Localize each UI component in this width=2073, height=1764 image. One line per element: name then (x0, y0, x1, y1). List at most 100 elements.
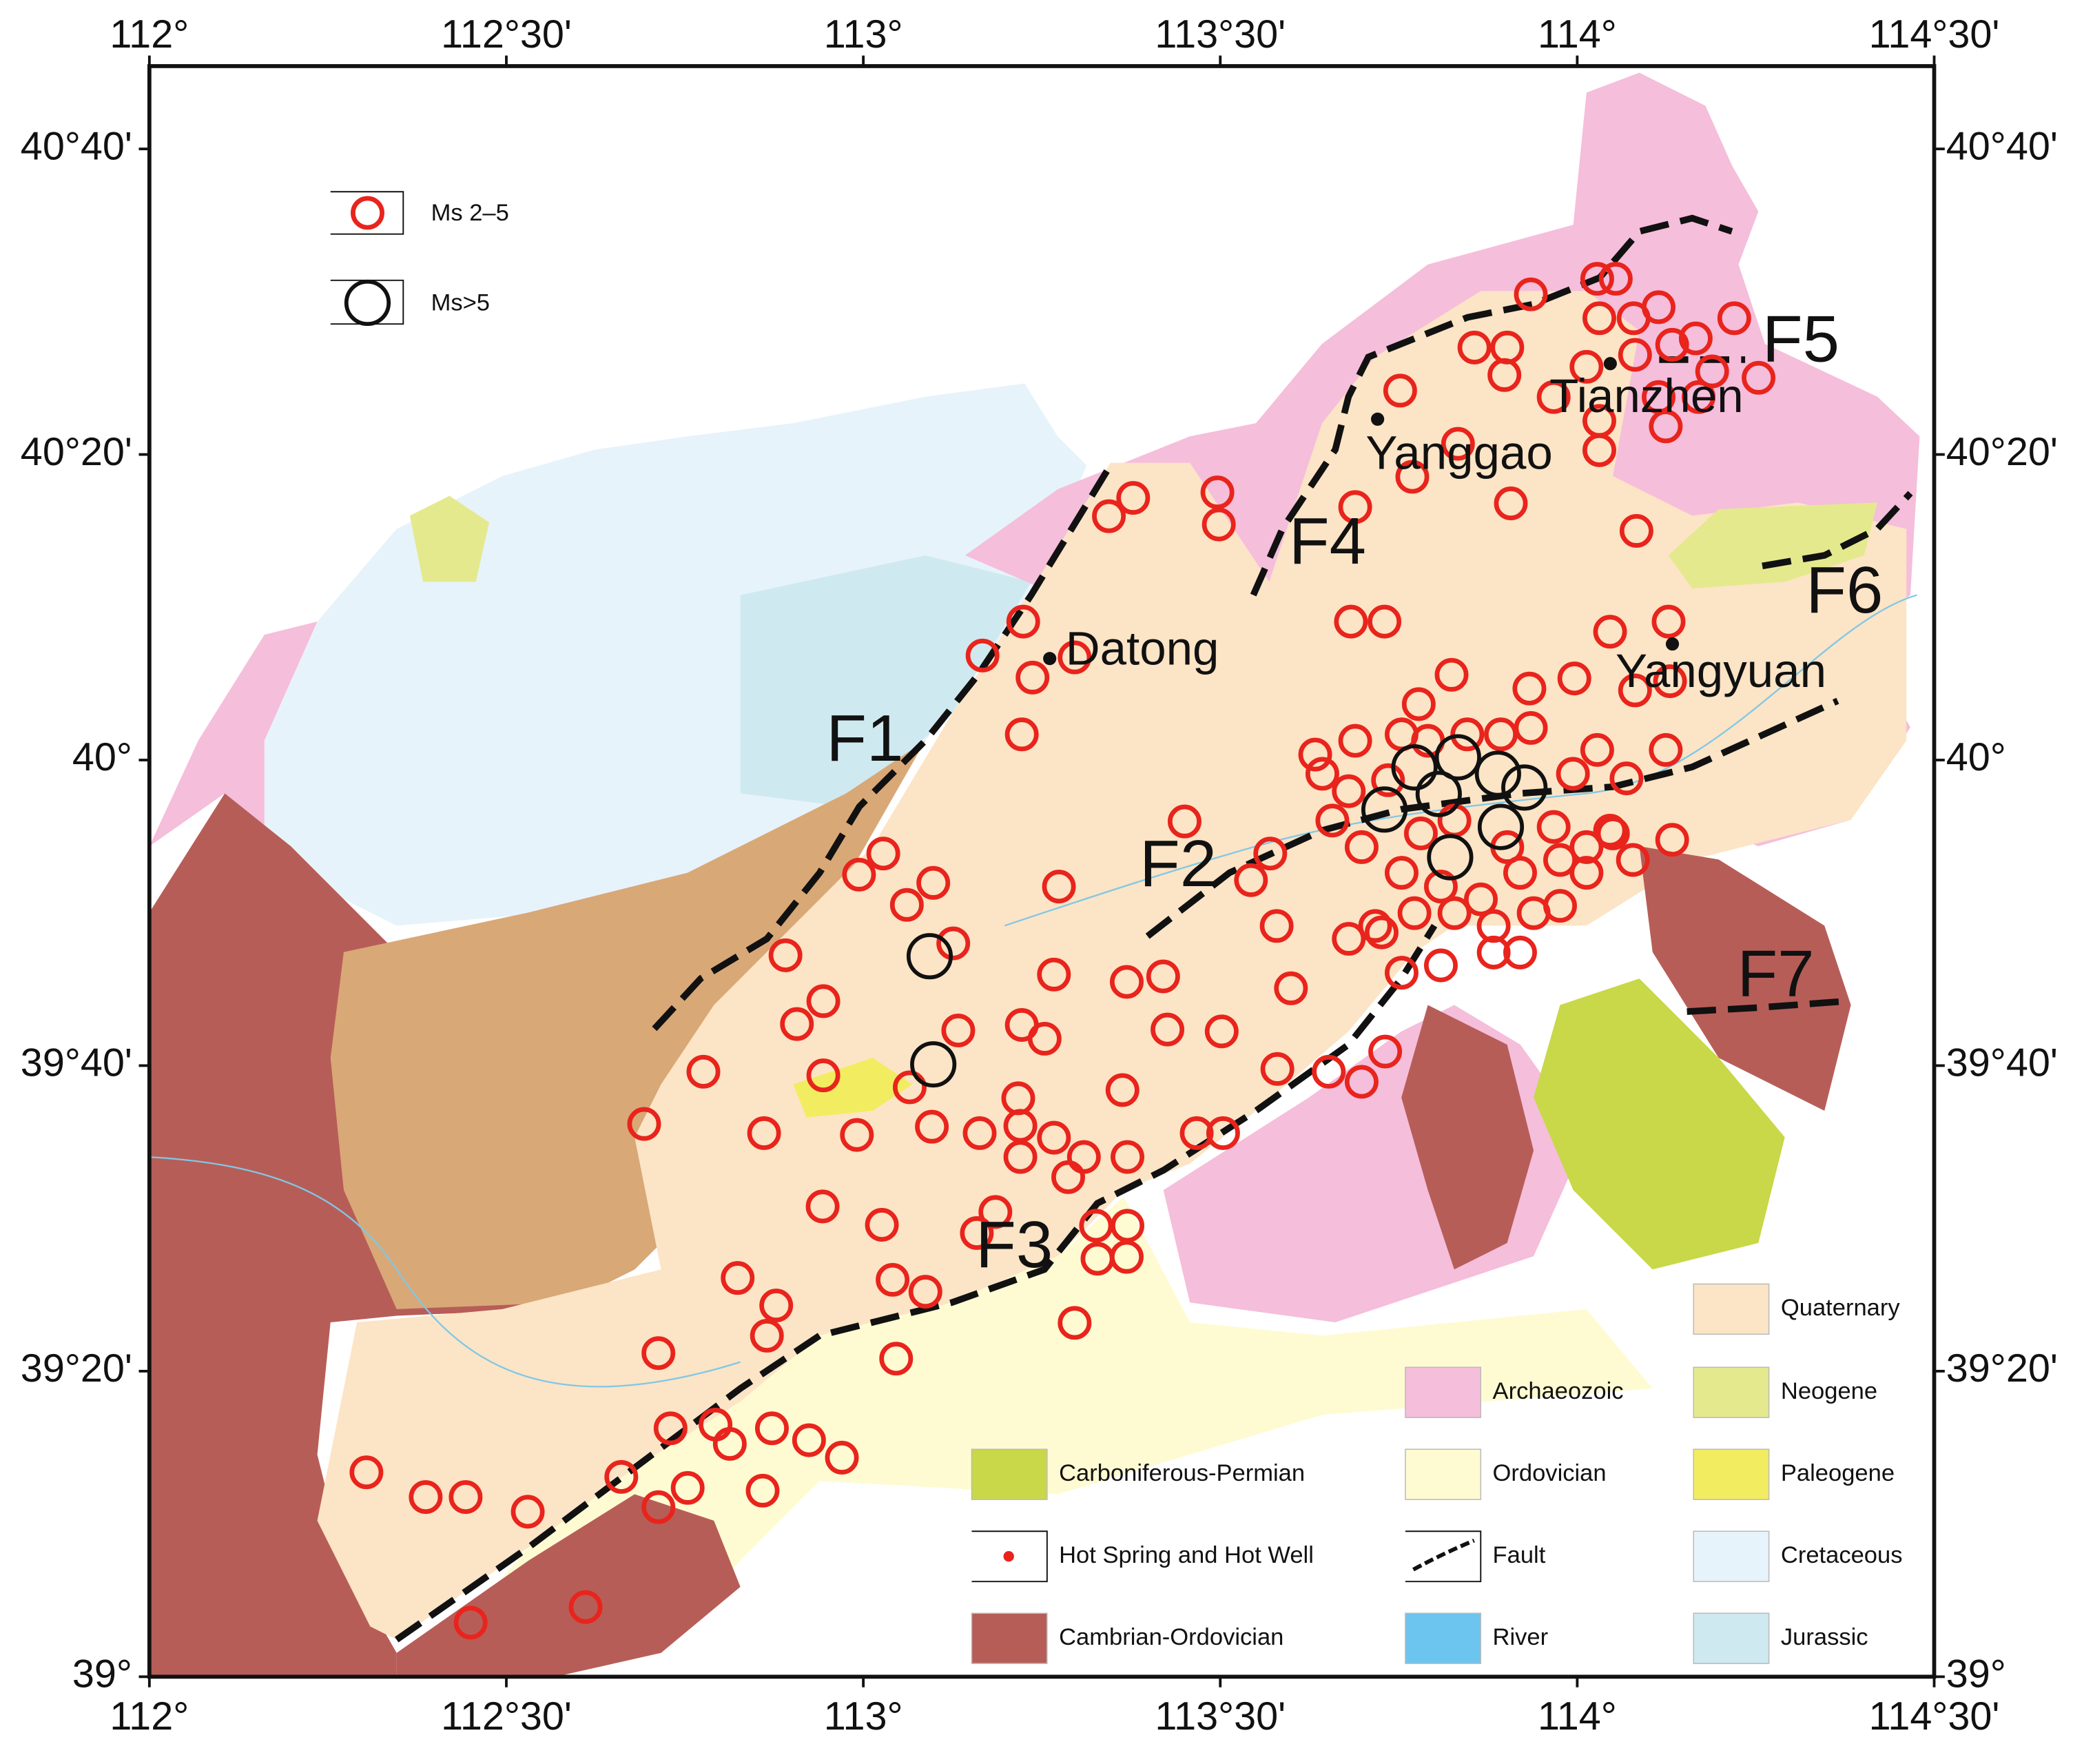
earthquake-small (965, 638, 1000, 673)
earthquake-small (1204, 1014, 1239, 1049)
earthquake-small (1569, 856, 1604, 890)
earthquake-small (1332, 921, 1366, 956)
earthquake-small (1167, 804, 1201, 839)
earthquake-small (1371, 763, 1405, 797)
earthquake-small (1003, 1140, 1038, 1174)
paleogene-area (793, 1058, 913, 1118)
quaternary-area (317, 291, 1907, 1640)
earthquake-small (1423, 870, 1458, 904)
earthquake-small (1015, 660, 1050, 695)
earthquake-small (755, 1411, 789, 1446)
earthquake-small (1344, 1065, 1379, 1099)
neogene-area (409, 495, 490, 582)
earthquake-small (1464, 882, 1498, 916)
earthquake-small (1260, 1052, 1295, 1086)
lon-tick-label: 112° (110, 1694, 189, 1739)
earthquake-small (1259, 909, 1294, 943)
geology-legend: Quaternary Archaeozoic Neogene Carboniferou… (971, 1283, 1902, 1664)
earthquake-small (960, 1216, 994, 1250)
legend-label: Hot Spring and Hot Well (1059, 1542, 1314, 1568)
legend-swatch (1693, 1448, 1770, 1500)
earthquake-small (1037, 957, 1071, 992)
earthquake-small (1058, 640, 1092, 675)
legend-label: Cambrian-Ordovician (1059, 1624, 1283, 1650)
map-frame (147, 64, 1937, 1679)
lon-tick-label: 114°30' (1869, 1694, 2000, 1739)
tan-area (330, 740, 926, 1309)
legend-label: Jurassic (1781, 1624, 1868, 1650)
earthquake-small (1383, 373, 1417, 408)
earthquake-small (1742, 360, 1776, 395)
earthquake-small (1079, 1209, 1113, 1243)
earthquake-small (1368, 604, 1402, 639)
earthquake-small (889, 888, 924, 922)
city-label: Yangyuan (1616, 644, 1826, 697)
earthquake-small (1384, 856, 1419, 890)
earthquake-small (627, 1107, 661, 1141)
earthquake-small (936, 926, 971, 961)
earthquake-small (1582, 301, 1616, 336)
legend-label: Fault (1493, 1542, 1546, 1568)
legend-label: Ms>5 (431, 290, 490, 316)
earthquake-small (908, 1275, 942, 1309)
magnitude-legend: Ms 2–5 Ms>5 (330, 191, 509, 327)
earthquake-small (1312, 1054, 1346, 1089)
lon-tick-label: 113° (824, 1694, 903, 1739)
earthquake-small (1619, 513, 1653, 548)
earthquake-small (1344, 830, 1379, 864)
city-label: Datong (1066, 621, 1219, 675)
geology (149, 72, 1920, 1677)
city-label: Tianzhen (1549, 369, 1744, 422)
earthquake-small (1494, 486, 1528, 520)
earthquake-small (1653, 664, 1687, 699)
lat-tick-label: 40°40' (21, 124, 132, 168)
earthquake-small (1332, 774, 1366, 808)
earthquake-small (686, 1054, 721, 1089)
earthquake-small (825, 1440, 859, 1475)
earthquake-small (962, 1116, 997, 1150)
earthquake-small (866, 837, 900, 871)
earthquake-small (1042, 870, 1076, 904)
legend-swatch (1405, 1612, 1482, 1664)
earthquake-small (915, 1109, 949, 1144)
lon-tick-label: 112°30' (441, 12, 572, 57)
earthquake-small (1557, 662, 1591, 696)
carboniferous-permian-area (1534, 978, 1785, 1270)
earthquake-small (1649, 409, 1683, 444)
earthquake-small (1179, 1116, 1214, 1150)
earthquake-small (840, 1118, 874, 1152)
earthquake-small (1651, 604, 1686, 639)
earthquake-small (1487, 358, 1522, 392)
lon-tick-label: 113°30' (1155, 12, 1286, 57)
earthquake-small (1338, 490, 1372, 524)
earthquake-small (1201, 507, 1236, 542)
earthquake-small (1616, 843, 1650, 877)
legend-symbol (351, 196, 384, 230)
earthquake-small (1401, 687, 1436, 721)
legend-swatch (971, 1612, 1048, 1664)
city-dot (1371, 412, 1385, 426)
earthquake-small (670, 1470, 705, 1505)
earthquake-small (1450, 717, 1485, 752)
earthquake-large (1501, 764, 1548, 811)
fault-label: F4 (1289, 504, 1366, 578)
lat-tick-label: 39°40' (1946, 1041, 2058, 1085)
earthquake-small (1543, 843, 1577, 877)
legend-swatch (1693, 1366, 1770, 1418)
earthquake-small (1695, 354, 1729, 389)
legend-swatch (1693, 1283, 1770, 1335)
fault-label: F2 (1139, 827, 1217, 901)
earthquake-small (1580, 262, 1614, 296)
earthquake-small (1397, 896, 1432, 930)
earthquake-small (1110, 1240, 1144, 1274)
earthquake-small (1384, 956, 1419, 990)
lon-tick-label: 112° (110, 12, 189, 57)
earthquake-small (1503, 856, 1537, 890)
cities: Datong Yanggao Tianzhen Yangyuan (1043, 357, 1826, 697)
earthquake-small (1006, 604, 1040, 639)
earthquake-small (1582, 433, 1616, 467)
legend-swatch (1412, 1539, 1475, 1572)
earthquake-large (1434, 734, 1481, 781)
earthquake-small (1580, 732, 1614, 767)
city-dot (1665, 637, 1680, 651)
